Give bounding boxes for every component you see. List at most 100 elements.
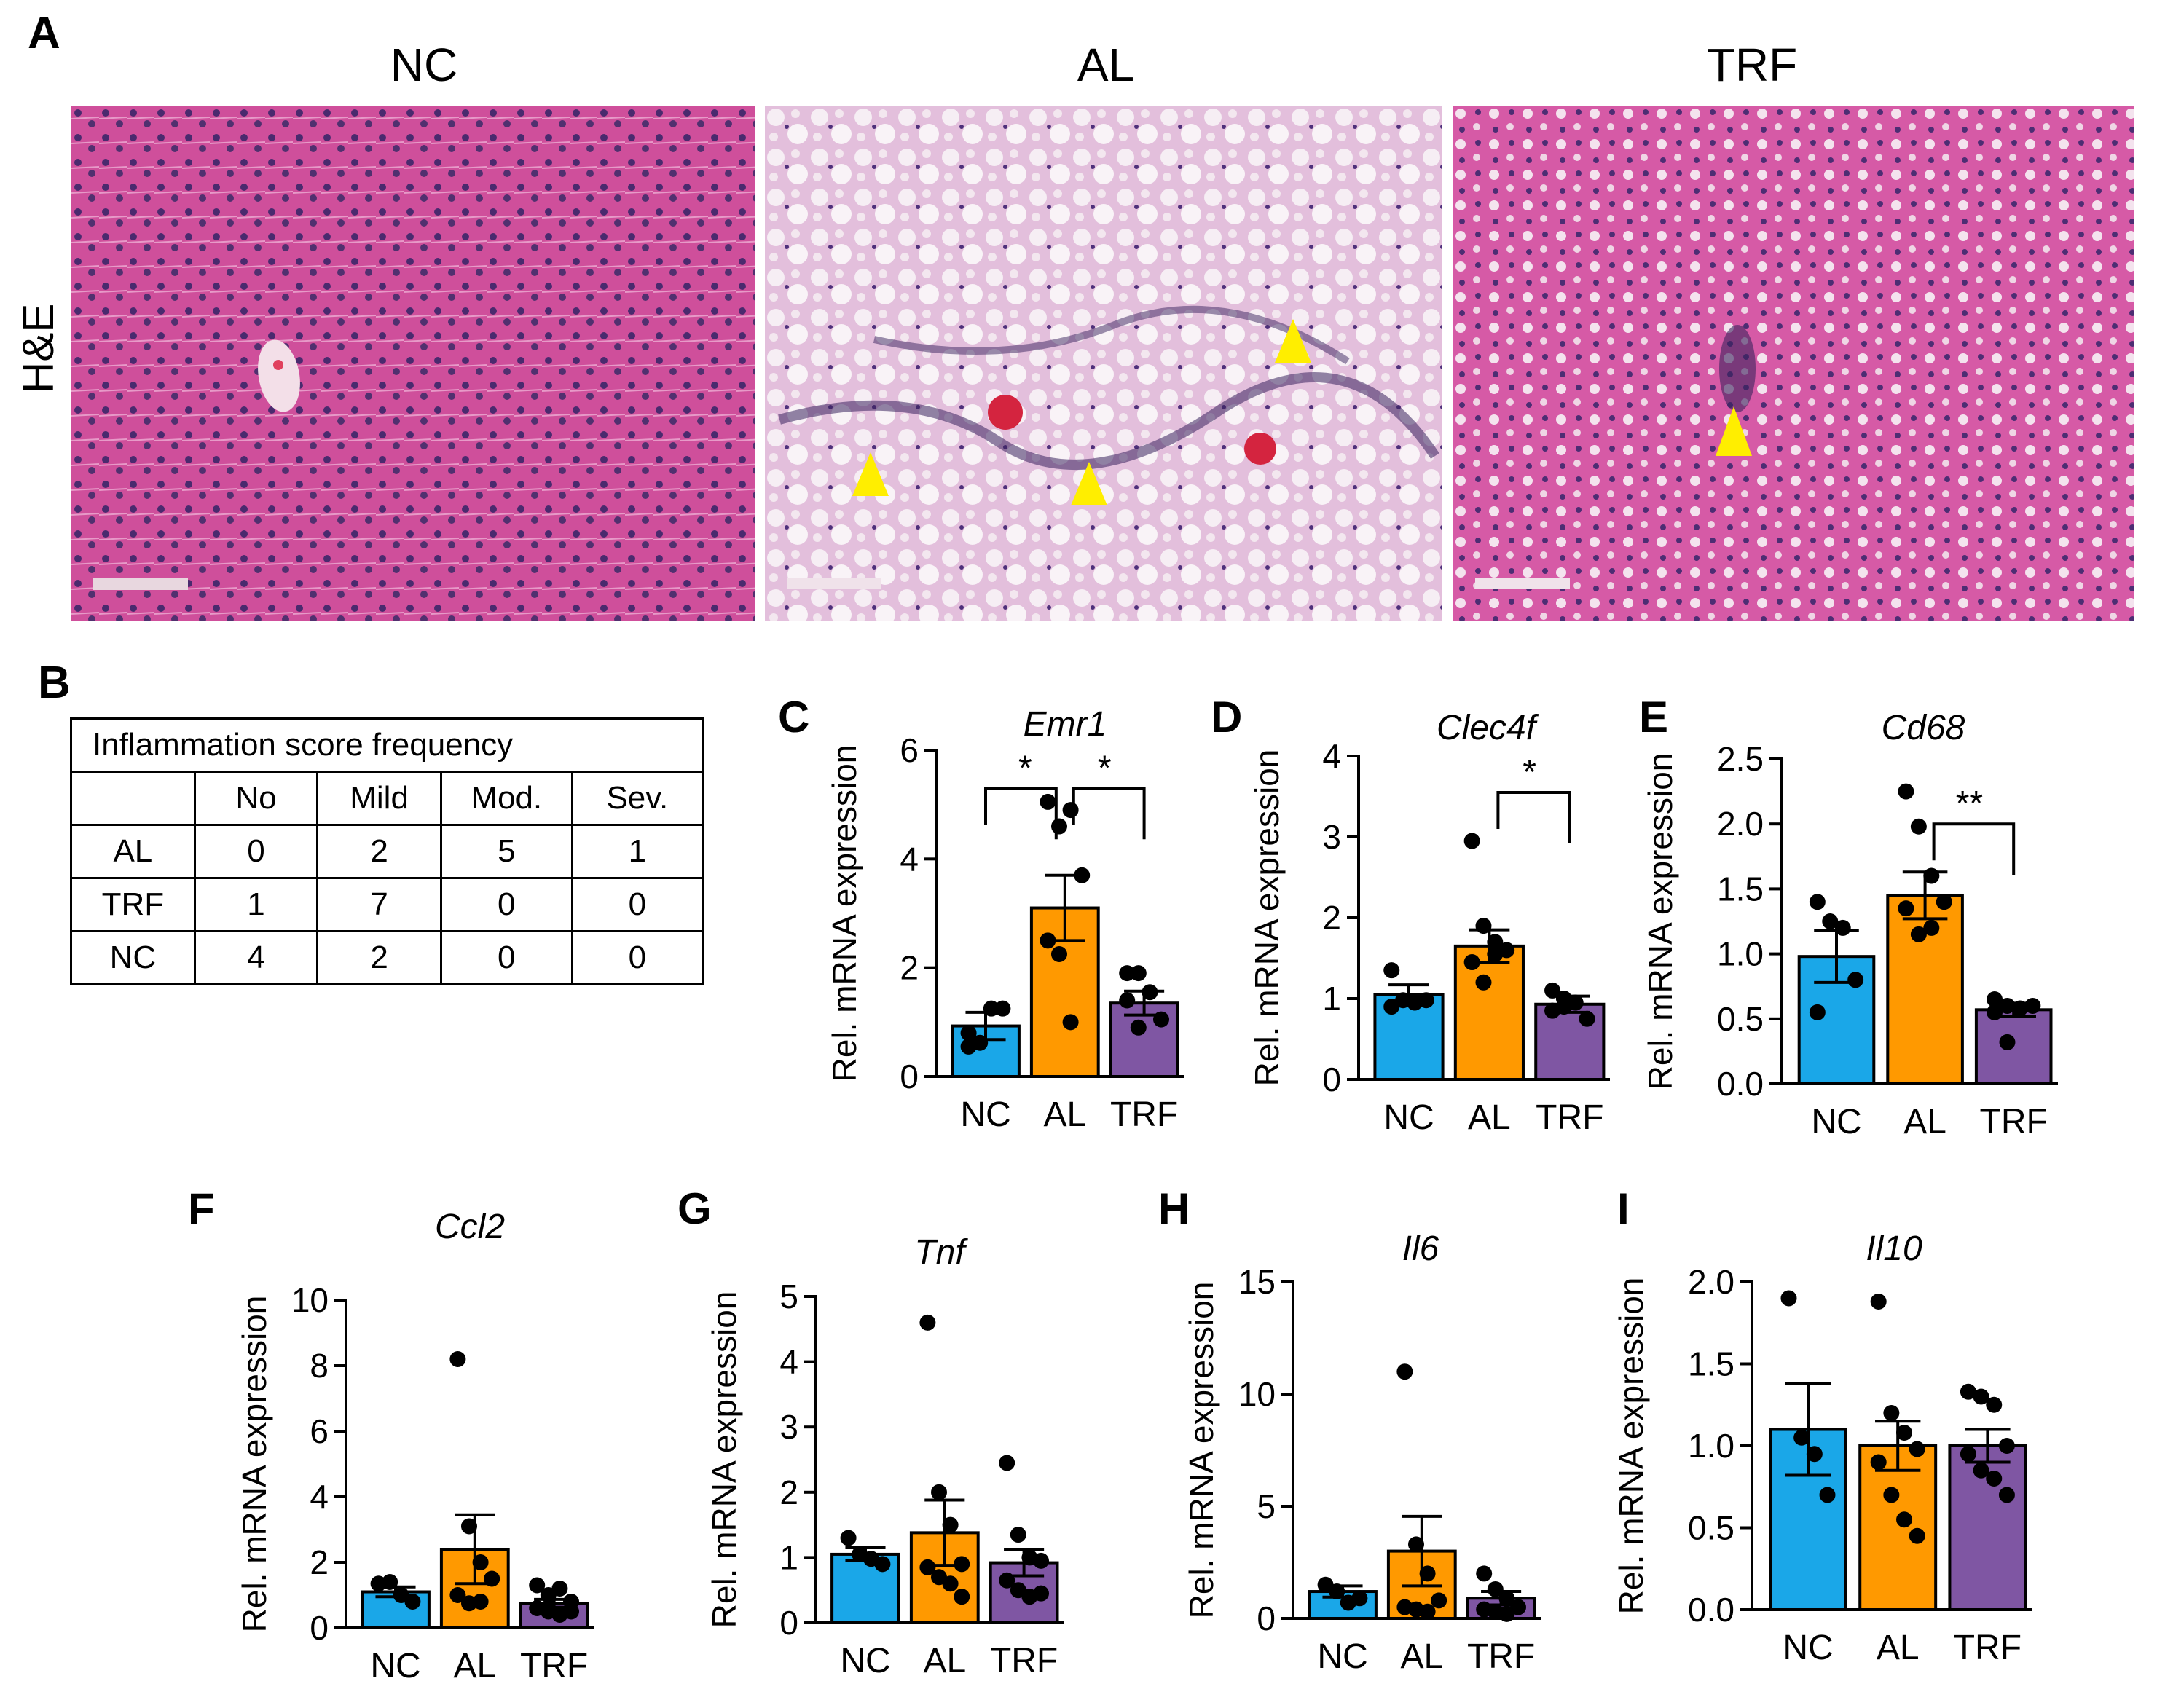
data-point <box>1062 1014 1079 1031</box>
chart-title: Clec4f <box>1437 709 1539 747</box>
he-title-al: AL <box>1077 39 1135 91</box>
data-point <box>1130 965 1147 982</box>
data-point <box>1498 942 1515 959</box>
data-point <box>1463 833 1480 849</box>
data-point <box>1476 1601 1493 1618</box>
table-corner-cell <box>70 771 196 826</box>
data-point <box>1033 1585 1050 1602</box>
data-point <box>1487 1581 1504 1597</box>
data-point <box>1119 965 1136 982</box>
table-cell: 5 <box>439 824 573 879</box>
bar-trf <box>519 1602 589 1629</box>
data-point <box>1910 926 1927 942</box>
data-point <box>1487 1603 1504 1620</box>
bar-trf <box>1466 1597 1536 1621</box>
y-tick-label: 2.5 <box>1717 740 1764 778</box>
table-cell: 1 <box>570 824 704 879</box>
significance-label: * <box>1018 749 1032 787</box>
bar-nc <box>361 1590 431 1629</box>
table-cell: 7 <box>316 877 442 932</box>
data-point <box>1419 1565 1436 1582</box>
data-point <box>393 1587 409 1603</box>
bar-trf <box>989 1561 1059 1625</box>
y-tick-label: 2.0 <box>1717 805 1764 843</box>
data-point <box>563 1594 580 1610</box>
data-point <box>1040 932 1056 949</box>
x-tick-label: TRF <box>1954 1629 2022 1667</box>
bar-trf <box>1974 1008 2053 1086</box>
data-point <box>994 1000 1011 1017</box>
y-axis-label: Rel. mRNA expression <box>1248 749 1286 1087</box>
x-tick-label: TRF <box>1980 1103 2048 1141</box>
data-point <box>1153 1011 1170 1028</box>
data-point <box>1329 1583 1345 1600</box>
panel-letter-d: D <box>1211 693 1242 741</box>
data-point <box>1567 994 1584 1011</box>
data-point <box>540 1603 557 1620</box>
x-tick-label: AL <box>453 1647 496 1685</box>
data-point <box>1340 1594 1356 1611</box>
data-point <box>1987 1004 2003 1020</box>
data-point <box>840 1530 857 1546</box>
x-tick-label: NC <box>960 1095 1010 1134</box>
x-tick-label: AL <box>1468 1098 1511 1137</box>
bar-al <box>909 1531 980 1625</box>
y-tick-label: 0.0 <box>1688 1591 1734 1629</box>
y-tick-label: 0 <box>1257 1599 1276 1637</box>
data-point <box>1822 913 1839 929</box>
data-point <box>1870 1454 1887 1471</box>
bar-nc <box>1308 1590 1378 1621</box>
y-tick-label: 2 <box>310 1543 329 1581</box>
x-tick-label: AL <box>1400 1637 1443 1676</box>
panel-letter-c: C <box>778 693 809 741</box>
y-tick-label: 2 <box>900 949 919 987</box>
data-point <box>1383 962 1400 979</box>
data-point <box>1317 1576 1334 1593</box>
y-axis-label: Rel. mRNA expression <box>1641 753 1679 1090</box>
significance-label: ** <box>1956 784 1983 823</box>
table-col-header: Mild <box>316 771 442 826</box>
data-point <box>1847 972 1864 988</box>
data-point <box>1040 793 1056 810</box>
data-point <box>942 1516 959 1533</box>
y-tick-label: 6 <box>310 1412 329 1450</box>
data-point <box>863 1551 879 1567</box>
data-point <box>1910 818 1927 835</box>
bar-trf <box>1948 1444 2027 1611</box>
table-row: TRF 1 7 0 0 <box>70 877 704 932</box>
data-point <box>563 1603 580 1620</box>
data-point <box>1973 1388 1989 1405</box>
data-point <box>983 1000 999 1017</box>
x-tick-label: NC <box>1783 1629 1833 1667</box>
table-cell: 0 <box>439 877 573 932</box>
data-point <box>1987 991 2003 1008</box>
data-point <box>1936 894 1952 910</box>
data-point <box>1883 1405 1900 1421</box>
chart-title: Ccl2 <box>435 1208 505 1246</box>
y-tick-label: 0.5 <box>1688 1509 1734 1547</box>
y-tick-label: 6 <box>900 731 919 769</box>
data-point <box>1780 1290 1797 1307</box>
data-point <box>2024 997 2041 1014</box>
he-title-nc: NC <box>390 39 458 91</box>
y-axis-label: Rel. mRNA expression <box>235 1296 273 1633</box>
y-tick-label: 4 <box>1322 737 1341 775</box>
table-cell: 2 <box>316 930 442 985</box>
data-point <box>1923 867 1940 884</box>
bar-nc <box>1373 993 1445 1081</box>
bar-al <box>1453 944 1525 1081</box>
chart-title: Il10 <box>1866 1229 1922 1268</box>
data-point <box>1463 954 1480 971</box>
data-point <box>1050 818 1067 835</box>
y-tick-label: 10 <box>1238 1375 1276 1413</box>
data-point <box>999 1572 1015 1589</box>
data-point <box>1579 1010 1595 1027</box>
table-row: NC 4 2 0 0 <box>70 930 704 985</box>
data-point <box>1809 894 1826 910</box>
y-tick-label: 0 <box>1322 1060 1341 1098</box>
x-tick-label: TRF <box>1536 1098 1603 1137</box>
y-tick-label: 4 <box>900 840 919 878</box>
table-col-header: No <box>193 771 319 826</box>
data-point <box>942 1575 959 1592</box>
data-point <box>529 1600 546 1616</box>
